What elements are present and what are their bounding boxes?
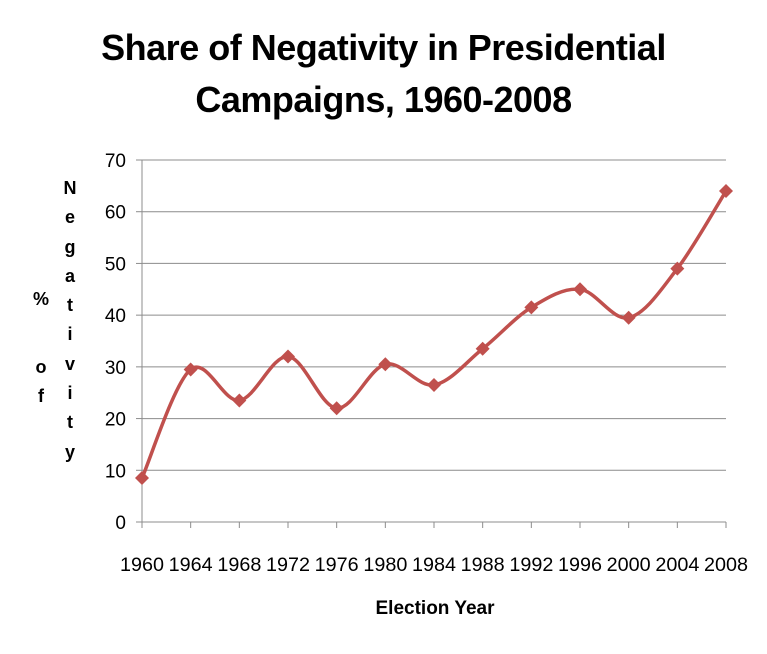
data-point-1984 [427, 377, 441, 392]
y-tick-label-6: 60 [105, 203, 126, 224]
data-point-1992 [524, 300, 539, 315]
data-point-2004 [670, 261, 685, 276]
y-tick-label-5: 50 [105, 254, 126, 275]
y-axis-label-letter: % [32, 289, 49, 309]
y-axis-label-letter: y [64, 441, 75, 462]
chart-title-line-2: Campaigns, 1960-2008 [195, 79, 572, 120]
data-point-1968 [232, 393, 247, 408]
y-axis-label-letter: o [35, 357, 47, 377]
data-point-2000 [621, 310, 636, 325]
x-axis-label: Election Year [375, 598, 495, 619]
y-axis-label-letter: a [64, 265, 75, 286]
data-point-1964 [183, 362, 198, 377]
data-point-1976 [329, 401, 344, 416]
y-axis-label-letter: g [64, 236, 76, 257]
y-axis-label-letter: e [64, 207, 75, 228]
y-axis-label-letter: i [67, 383, 73, 404]
x-tick-label-4: 1976 [315, 555, 359, 576]
chart-title-line-1: Share of Negativity in Presidential [101, 27, 666, 68]
chart-title: Share of Negativity in Presidential Camp… [0, 22, 767, 126]
x-tick-label-6: 1984 [412, 555, 456, 576]
y-axis-label-column-1: % [30, 285, 52, 314]
data-point-1988 [475, 341, 490, 356]
x-tick-label-1: 1964 [169, 555, 213, 576]
x-tick-label-8: 1992 [509, 555, 553, 576]
data-point-1980 [378, 357, 393, 372]
y-axis-label-letter: t [67, 412, 73, 433]
data-point-2008 [719, 184, 733, 199]
x-tick-label-5: 1980 [363, 555, 407, 576]
data-point-1996 [573, 282, 587, 297]
x-tick-label-2: 1968 [217, 555, 261, 576]
x-tick-label-7: 1988 [461, 555, 505, 576]
y-tick-label-2: 20 [105, 410, 126, 431]
x-tick-label-11: 2004 [655, 555, 699, 576]
x-tick-label-9: 1996 [558, 555, 602, 576]
series-line [140, 190, 728, 479]
y-tick-label-3: 30 [105, 358, 126, 379]
data-point-1972 [281, 349, 295, 364]
x-tick-label-10: 2000 [607, 555, 651, 576]
y-axis-label-letter: N [63, 178, 77, 198]
x-tick-label-3: 1972 [266, 555, 310, 576]
x-tick-label-12: 2008 [704, 555, 748, 576]
y-axis-label-letter: i [67, 324, 73, 345]
data-point-1960 [135, 471, 149, 486]
y-axis-label-letter: t [67, 295, 73, 316]
x-tick-label-0: 1960 [120, 555, 164, 576]
y-tick-label-4: 40 [105, 306, 126, 327]
y-axis-label-letter: f [38, 386, 44, 407]
y-axis-label-letter: v [64, 353, 75, 374]
y-tick-label-1: 10 [105, 461, 126, 482]
y-tick-label-7: 70 [105, 151, 126, 172]
y-tick-label-0: 0 [115, 513, 126, 534]
